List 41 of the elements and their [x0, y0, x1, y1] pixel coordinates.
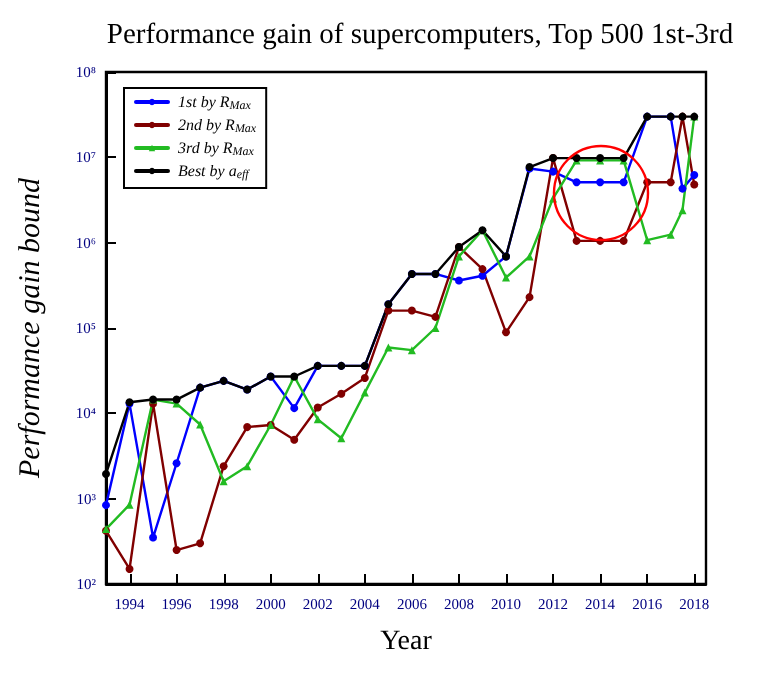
- point: [619, 178, 628, 187]
- point: [431, 312, 440, 321]
- point: [125, 564, 134, 573]
- point: [502, 273, 510, 282]
- point: [690, 180, 699, 189]
- point: [407, 306, 416, 315]
- point: [431, 324, 440, 332]
- y-axis-title: Performance gain bound: [15, 177, 47, 480]
- point: [572, 178, 581, 187]
- point: [243, 423, 252, 432]
- point: [596, 178, 605, 187]
- point: [454, 276, 463, 285]
- point: [619, 236, 628, 245]
- point: [360, 388, 369, 397]
- point: [666, 178, 675, 187]
- x-axis-title: Year: [380, 627, 433, 657]
- point: [290, 404, 299, 413]
- point: [337, 389, 346, 398]
- point: [478, 265, 487, 274]
- point: [525, 252, 534, 261]
- point: [407, 346, 416, 355]
- chart-title: Performance gain of supercomputers, Top 500 1st-3rd: [106, 19, 735, 51]
- point: [360, 373, 369, 382]
- point: [219, 462, 228, 471]
- point: [102, 501, 110, 510]
- point: [149, 533, 158, 542]
- point: [525, 293, 534, 302]
- point: [290, 435, 299, 444]
- point: [196, 539, 205, 548]
- point: [678, 206, 687, 215]
- point: [549, 167, 558, 176]
- point: [666, 230, 675, 239]
- point: [690, 171, 699, 180]
- point: [172, 546, 181, 555]
- point: [502, 328, 510, 337]
- point: [384, 343, 393, 352]
- point: [313, 403, 322, 412]
- point: [572, 236, 581, 245]
- point: [102, 469, 110, 478]
- point: [678, 184, 687, 193]
- point: [172, 459, 181, 468]
